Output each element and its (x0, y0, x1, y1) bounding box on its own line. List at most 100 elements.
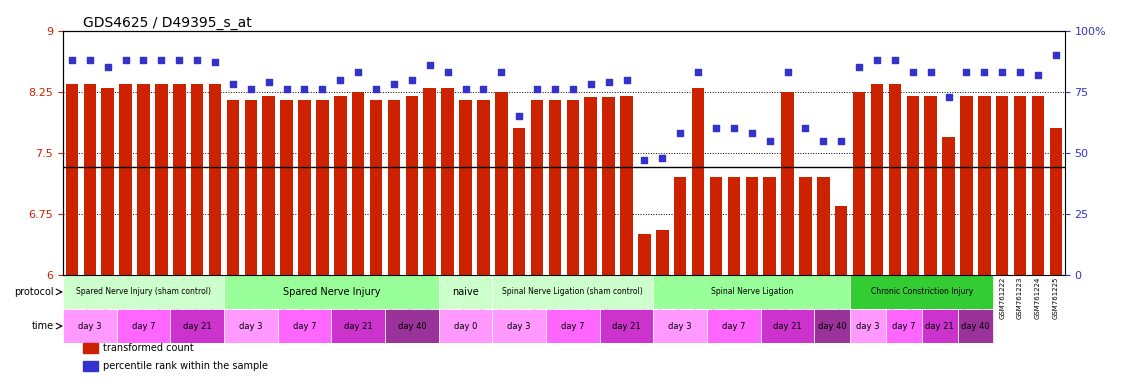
Text: GDS4625 / D49395_s_at: GDS4625 / D49395_s_at (84, 16, 252, 30)
Bar (370, 100, 382, 275)
Bar (278, 309, 331, 343)
Bar (477, 100, 490, 275)
Bar (674, 177, 687, 275)
Bar (907, 96, 919, 275)
Bar (316, 100, 329, 275)
Point (760, 137, 779, 144)
Bar (173, 84, 185, 275)
Text: naive: naive (452, 287, 479, 297)
Bar (513, 128, 526, 275)
Bar (889, 84, 901, 275)
Bar (281, 100, 293, 275)
Text: day 3: day 3 (669, 321, 692, 331)
Bar (870, 84, 883, 275)
Bar (942, 136, 955, 275)
Bar (334, 96, 347, 275)
Text: day 7: day 7 (561, 321, 585, 331)
Bar (262, 96, 275, 275)
Point (706, 125, 725, 131)
Text: day 21: day 21 (183, 321, 212, 331)
Bar (137, 84, 150, 275)
Bar (191, 84, 204, 275)
Bar (227, 100, 239, 275)
Point (63, 57, 81, 63)
Point (1029, 71, 1048, 78)
Point (134, 57, 152, 63)
Point (868, 57, 886, 63)
Bar (84, 343, 98, 353)
Bar (781, 92, 793, 275)
Point (117, 57, 135, 63)
Bar (996, 96, 1009, 275)
Bar (584, 98, 597, 275)
Bar (654, 275, 850, 309)
Bar (1050, 128, 1063, 275)
Bar (656, 230, 669, 275)
Bar (171, 309, 224, 343)
Text: Spared Nerve Injury (sham control): Spared Nerve Injury (sham control) (76, 287, 211, 296)
Point (439, 69, 457, 75)
Point (832, 137, 851, 144)
Text: day 21: day 21 (925, 321, 954, 331)
Bar (922, 309, 957, 343)
Point (223, 81, 242, 88)
Text: Spinal Nerve Ligation: Spinal Nerve Ligation (711, 287, 792, 296)
Bar (385, 309, 439, 343)
Point (277, 86, 295, 93)
Point (922, 69, 940, 75)
Text: Chronic Constriction Injury: Chronic Constriction Injury (870, 287, 973, 296)
Point (582, 81, 600, 88)
Bar (84, 84, 96, 275)
Bar (119, 84, 132, 275)
Point (600, 79, 618, 85)
Bar (760, 309, 814, 343)
Point (939, 94, 957, 100)
Text: day 3: day 3 (78, 321, 102, 331)
Bar (853, 92, 866, 275)
Text: day 21: day 21 (613, 321, 641, 331)
Bar (835, 206, 847, 275)
Bar (388, 100, 401, 275)
Point (349, 69, 368, 75)
Bar (441, 88, 453, 275)
Point (206, 60, 224, 66)
Bar (65, 84, 78, 275)
Text: day 3: day 3 (856, 321, 879, 331)
Point (188, 57, 206, 63)
Point (814, 137, 832, 144)
Bar (352, 92, 364, 275)
Bar (492, 309, 546, 343)
Point (886, 57, 905, 63)
Point (671, 130, 689, 136)
Point (403, 76, 421, 83)
Bar (600, 309, 654, 343)
Point (546, 86, 564, 93)
Bar (63, 309, 117, 343)
Bar (1013, 96, 1026, 275)
Bar (331, 309, 385, 343)
Bar (567, 100, 579, 275)
Point (457, 86, 475, 93)
Bar (850, 275, 994, 309)
Point (1011, 69, 1029, 75)
Bar (155, 84, 167, 275)
Bar (245, 100, 258, 275)
Point (976, 69, 994, 75)
Bar (886, 309, 922, 343)
Point (903, 69, 922, 75)
Text: time: time (32, 321, 54, 331)
Bar (117, 309, 171, 343)
Text: day 3: day 3 (507, 321, 531, 331)
Bar (708, 309, 760, 343)
Bar (63, 275, 224, 309)
Bar (1032, 96, 1044, 275)
Text: day 40: day 40 (397, 321, 426, 331)
Text: day 0: day 0 (453, 321, 477, 331)
Point (420, 62, 439, 68)
Point (492, 69, 511, 75)
Point (474, 86, 492, 93)
Point (779, 69, 797, 75)
Bar (405, 96, 418, 275)
Text: day 3: day 3 (239, 321, 262, 331)
Point (314, 86, 332, 93)
